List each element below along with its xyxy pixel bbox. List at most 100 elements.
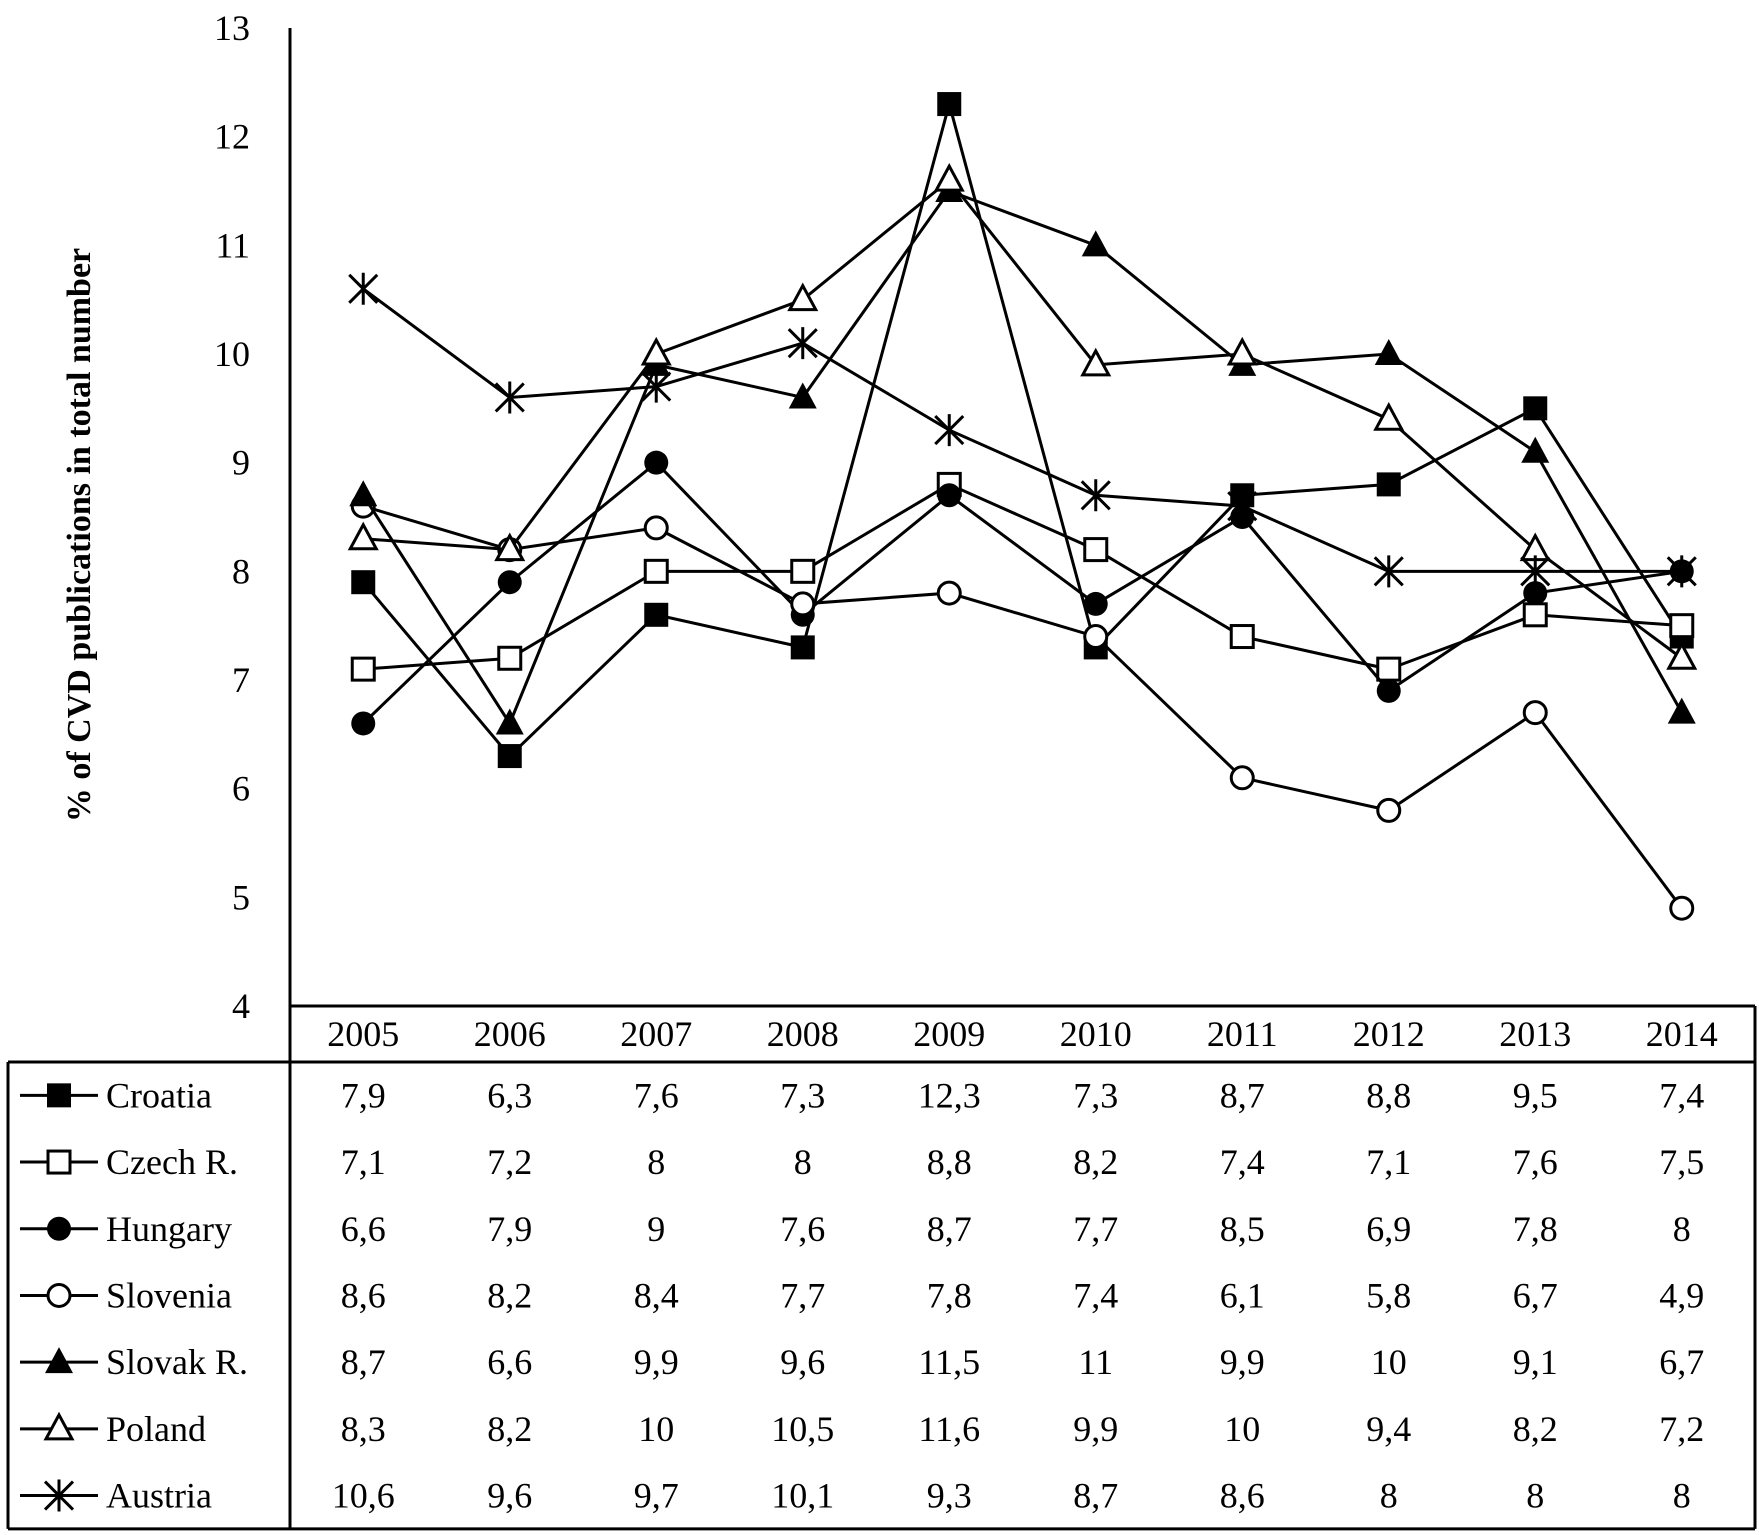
data-point-austria <box>1666 555 1697 588</box>
data-point-croatia <box>1523 396 1548 421</box>
table-cell: 9,9 <box>1073 1409 1118 1449</box>
plot-frame <box>6 28 1757 1531</box>
data-point-hungary <box>644 450 669 475</box>
y-tick-label: 4 <box>232 986 250 1026</box>
data-point-hungary <box>351 711 376 736</box>
data-point-poland <box>640 336 672 366</box>
legend-marker-czech-r <box>46 1149 72 1175</box>
data-point-slovak-r <box>1521 436 1550 463</box>
x-tick-label: 2013 <box>1499 1014 1571 1054</box>
table-cell: 8 <box>1673 1476 1691 1516</box>
data-point-slovenia <box>790 591 816 617</box>
x-tick-label: 2005 <box>327 1014 399 1054</box>
data-point-czech-r <box>1522 602 1548 628</box>
table-cell: 8,7 <box>927 1209 972 1249</box>
series-line-poland <box>363 178 1683 660</box>
x-tick-label: 2012 <box>1353 1014 1425 1054</box>
series-layer <box>347 92 1698 921</box>
y-tick-label: 8 <box>232 551 250 591</box>
table-cell: 6,3 <box>487 1075 532 1115</box>
data-point-slovenia <box>643 515 669 541</box>
table-cell: 6,7 <box>1513 1275 1558 1315</box>
legend-marker-poland <box>43 1411 75 1441</box>
table-cell: 7,6 <box>780 1209 825 1249</box>
data-point-poland <box>1226 336 1258 366</box>
x-tick-label: 2014 <box>1646 1014 1718 1054</box>
series-slovenia <box>350 493 1695 921</box>
data-point-poland <box>933 162 965 192</box>
series-line-croatia <box>362 98 1684 759</box>
table-cell: 10 <box>1371 1342 1407 1382</box>
series-poland <box>347 162 1698 670</box>
y-tick-label: 6 <box>232 769 250 809</box>
data-point-austria <box>641 370 672 403</box>
table-cell: 8,2 <box>487 1409 532 1449</box>
legend-label-poland: Poland <box>106 1409 206 1449</box>
data-point-poland <box>494 532 526 562</box>
table-cell: 10 <box>638 1409 674 1449</box>
table-cell: 6,1 <box>1220 1275 1265 1315</box>
table-cell: 11 <box>1078 1342 1113 1382</box>
y-tick-label: 11 <box>215 225 250 265</box>
y-tick-label: 12 <box>214 117 250 157</box>
table-cell: 8,7 <box>1220 1075 1265 1115</box>
data-point-hungary <box>1083 591 1108 616</box>
table-cell: 9,6 <box>487 1476 532 1516</box>
data-point-poland <box>787 282 819 312</box>
table-cell: 8 <box>647 1142 665 1182</box>
table-cell: 9,3 <box>927 1476 972 1516</box>
data-point-czech-r <box>350 656 376 682</box>
data-point-austria <box>1373 555 1404 588</box>
table-cell: 8,5 <box>1220 1209 1265 1249</box>
legend-marker-slovak-r <box>45 1347 73 1374</box>
table-cell: 9,9 <box>1220 1342 1265 1382</box>
data-point-slovenia <box>1522 700 1548 726</box>
data-point-slovenia <box>1669 895 1695 921</box>
table-cell: 7,7 <box>1073 1209 1118 1249</box>
table-cell: 8,4 <box>634 1275 679 1315</box>
data-point-hungary <box>937 483 962 508</box>
table-cell: 10 <box>1224 1409 1260 1449</box>
table-cell: 7,2 <box>487 1142 532 1182</box>
x-tick-label: 2011 <box>1207 1014 1278 1054</box>
table-cell: 6,6 <box>341 1209 386 1249</box>
legend-marker-hungary <box>47 1216 71 1241</box>
data-point-hungary <box>1523 581 1548 606</box>
data-point-slovenia <box>1229 765 1255 791</box>
x-tick-label: 2009 <box>913 1014 985 1054</box>
data-table: 2005 2006 2007 2008 2009 2010 2011 2012 2013 2014… <box>20 1014 1718 1516</box>
table-cell: 7,3 <box>780 1075 825 1115</box>
table-cell: 7,8 <box>927 1275 972 1315</box>
table-cell: 8,6 <box>341 1275 386 1315</box>
y-tick-label: 13 <box>214 8 250 48</box>
data-point-poland <box>1373 402 1405 431</box>
data-point-slovak-r <box>349 480 378 507</box>
table-cell: 7,1 <box>341 1142 386 1182</box>
table-cell: 7,8 <box>1513 1209 1558 1249</box>
table-cell: 7,9 <box>341 1075 386 1115</box>
table-cell: 8,2 <box>1513 1409 1558 1449</box>
table-cell: 8,3 <box>341 1409 386 1449</box>
series-line-austria <box>362 287 1682 573</box>
table-cell: 8,7 <box>341 1342 386 1382</box>
table-cell: 8,8 <box>927 1142 972 1182</box>
table-cell: 8,2 <box>1073 1142 1118 1182</box>
table-cell: 9,5 <box>1513 1075 1558 1115</box>
data-point-slovak-r <box>1081 230 1110 257</box>
table-cell: 9 <box>647 1209 665 1249</box>
legend-marker-croatia <box>47 1083 71 1108</box>
data-point-poland <box>1080 347 1112 377</box>
data-point-austria <box>787 327 818 360</box>
data-point-hungary <box>1376 678 1401 703</box>
legend-key-poland <box>20 1411 98 1441</box>
data-point-austria <box>348 272 379 305</box>
series-line-hungary <box>362 460 1682 725</box>
data-point-slovenia <box>1083 624 1109 650</box>
legend-label-czech-r: Czech R. <box>106 1142 238 1182</box>
legend-key-slovenia <box>20 1282 98 1308</box>
y-tick-label: 5 <box>232 877 250 917</box>
table-cell: 8,6 <box>1220 1476 1265 1516</box>
data-point-czech-r <box>1229 624 1255 650</box>
data-point-czech-r <box>1376 656 1402 682</box>
